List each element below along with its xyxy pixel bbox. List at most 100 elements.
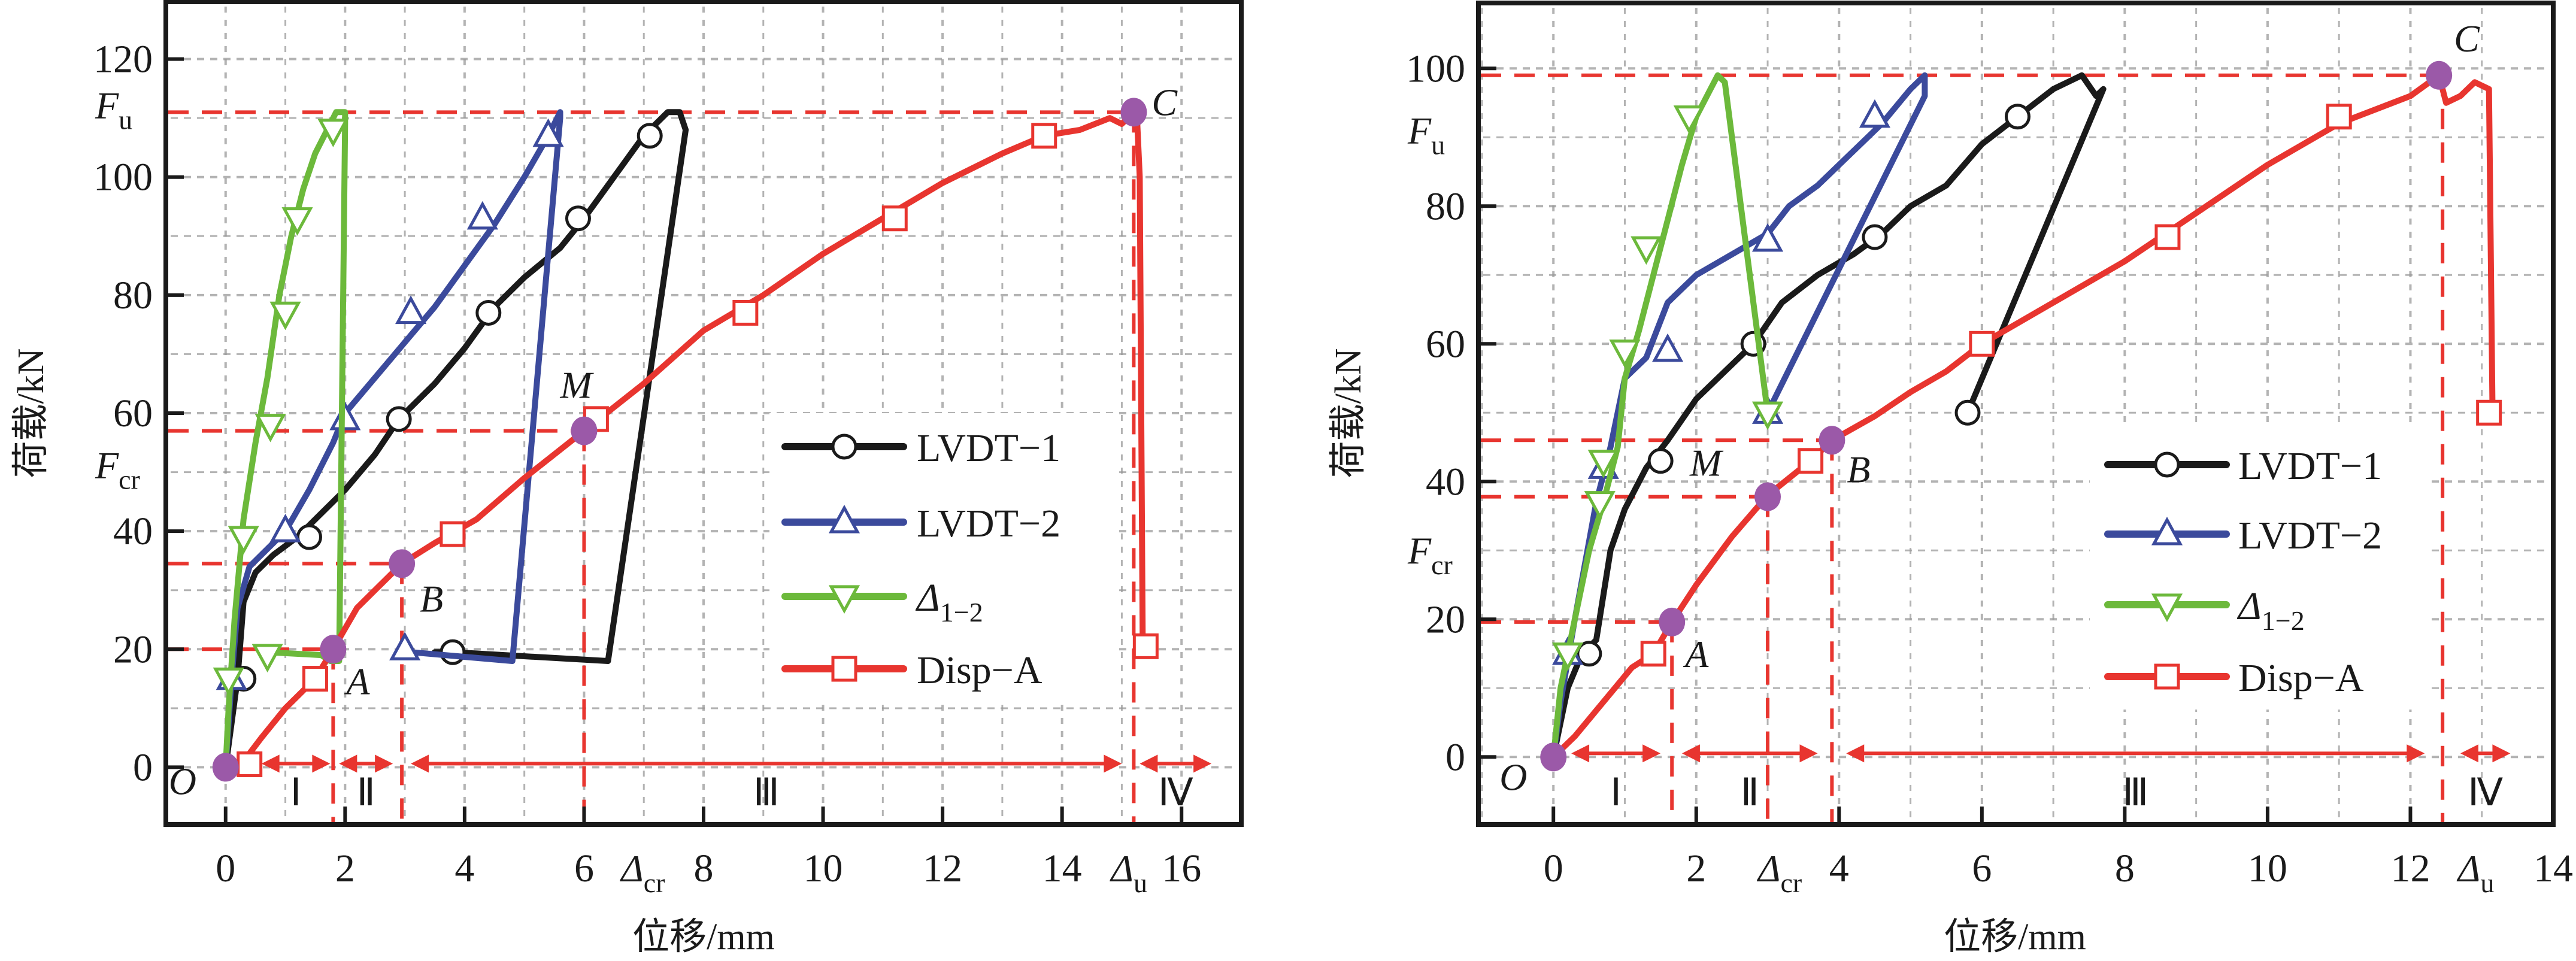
stage-label: Ⅲ	[2122, 771, 2148, 814]
y-special-tick-label: Fu	[95, 84, 132, 135]
x-special-tick-label: Δcr	[1756, 847, 1802, 898]
data-marker	[317, 119, 349, 147]
stage-label: Ⅳ	[2468, 771, 2503, 814]
data-marker	[386, 406, 412, 432]
data-marker	[296, 524, 322, 550]
legend-marker	[2151, 593, 2183, 622]
key-point-label: B	[420, 577, 443, 620]
y-special-tick-label-base: F	[95, 444, 119, 487]
stage-arrow-head-left	[339, 754, 357, 773]
data-marker	[213, 667, 244, 696]
key-point-label: B	[1847, 448, 1870, 490]
y-tick-label: 60	[1426, 322, 1465, 366]
legend-marker	[2151, 517, 2183, 545]
series-line	[222, 109, 1146, 771]
x-tick-label: 6	[574, 847, 594, 890]
stage-arrow-head-left	[2460, 744, 2478, 763]
stage-arrow-head-right	[1799, 744, 1818, 763]
y-tick-label: 100	[1406, 47, 1465, 90]
key-point-label: C	[1151, 81, 1178, 123]
x-tick-label: 0	[216, 847, 235, 890]
stage-arrow-head-right	[375, 754, 393, 773]
stage-annotations: Ⅰ Ⅱ Ⅲ Ⅳ	[1571, 744, 2511, 814]
x-tick-label: 10	[804, 847, 843, 890]
x-tick-label: 10	[2248, 847, 2287, 890]
data-marker	[1631, 236, 1662, 265]
series-lvdt-1	[222, 109, 689, 771]
data-marker	[269, 514, 301, 542]
y-special-tick-label: Fcr	[95, 444, 140, 495]
series-line	[1550, 72, 2107, 760]
key-point-label: M	[1689, 442, 1724, 484]
stage-annotations: Ⅰ Ⅱ Ⅲ Ⅳ	[261, 754, 1212, 814]
data-marker	[302, 666, 328, 692]
data-marker	[1954, 399, 1981, 426]
data-marker	[1132, 633, 1159, 659]
y-tick-label: 20	[1426, 598, 1465, 641]
stage-arrow-head-right	[1193, 754, 1212, 773]
data-marker	[565, 205, 591, 232]
data-marker	[281, 207, 313, 236]
key-point-dot	[2426, 60, 2453, 90]
data-marker	[1751, 401, 1784, 431]
data-marker	[881, 205, 908, 232]
legend-item-delta12: Δ1−2	[2104, 584, 2305, 636]
y-tick-label: 0	[1445, 735, 1465, 779]
data-marker	[2004, 104, 2031, 130]
y-tick-label: 60	[113, 392, 153, 435]
legend-item-disp-a: Disp−A	[781, 648, 1042, 692]
y-tick-label: 80	[113, 274, 153, 317]
x-axis-title: 位移/mm	[632, 917, 775, 957]
legend-item-lvdt-1: LVDT−1	[2104, 444, 2382, 488]
stage-label: Ⅰ	[290, 771, 302, 814]
y-axis-title: 荷载/kN	[1328, 348, 1369, 478]
stage-label: Ⅱ	[1740, 771, 1759, 814]
data-marker	[1587, 450, 1619, 478]
data-marker	[2326, 104, 2352, 130]
data-marker	[389, 632, 421, 660]
guide-lines	[168, 110, 1136, 822]
y-special-tick-label-base: F	[95, 84, 119, 126]
legend-item-delta12: Δ1−2	[781, 576, 983, 627]
key-point-dot	[1120, 98, 1147, 127]
data-marker	[1969, 331, 1995, 357]
legend-marker	[828, 505, 860, 533]
legend-marker	[831, 656, 857, 682]
stage-arrow-head-right	[2407, 744, 2425, 763]
legend: LVDT−1 LVDT−2 Δ1−2 Disp−A	[2090, 425, 2431, 710]
key-point-dot	[320, 635, 347, 664]
y-tick-label: 20	[113, 627, 153, 671]
x-tick-label: 8	[2115, 847, 2135, 890]
data-marker	[1647, 448, 1674, 474]
data-marker	[1751, 223, 1784, 252]
x-tick-label: 2	[335, 847, 355, 890]
legend: LVDT−1 LVDT−2 Δ1−2 Disp−A	[769, 413, 1114, 701]
stage-arrow-head-right	[1642, 744, 1661, 763]
data-marker	[532, 118, 564, 147]
legend-marker	[2154, 663, 2180, 690]
x-tick-label: 2	[1686, 847, 1706, 890]
y-special-tick-label: Fu	[1407, 109, 1445, 160]
legend-item-lvdt-2: LVDT−2	[2104, 514, 2382, 557]
data-marker	[1859, 99, 1891, 128]
data-marker	[1862, 224, 1888, 250]
key-point-label: M	[559, 364, 594, 407]
y-tick-label: 40	[1426, 460, 1465, 504]
x-tick-label: 14	[1042, 847, 1082, 890]
legend-marker	[831, 433, 857, 460]
x-special-tick-label-sub: u	[1134, 868, 1147, 898]
key-point-dot	[1754, 482, 1781, 511]
data-marker	[1609, 339, 1641, 368]
stage-arrow-head-left	[411, 754, 429, 773]
x-special-tick-label-sub: u	[2480, 868, 2494, 898]
data-marker	[395, 295, 427, 325]
x-special-tick-label-sub: cr	[1781, 868, 1802, 898]
legend-item-lvdt-1: LVDT−1	[781, 426, 1060, 470]
guide-lines	[1481, 73, 2445, 822]
